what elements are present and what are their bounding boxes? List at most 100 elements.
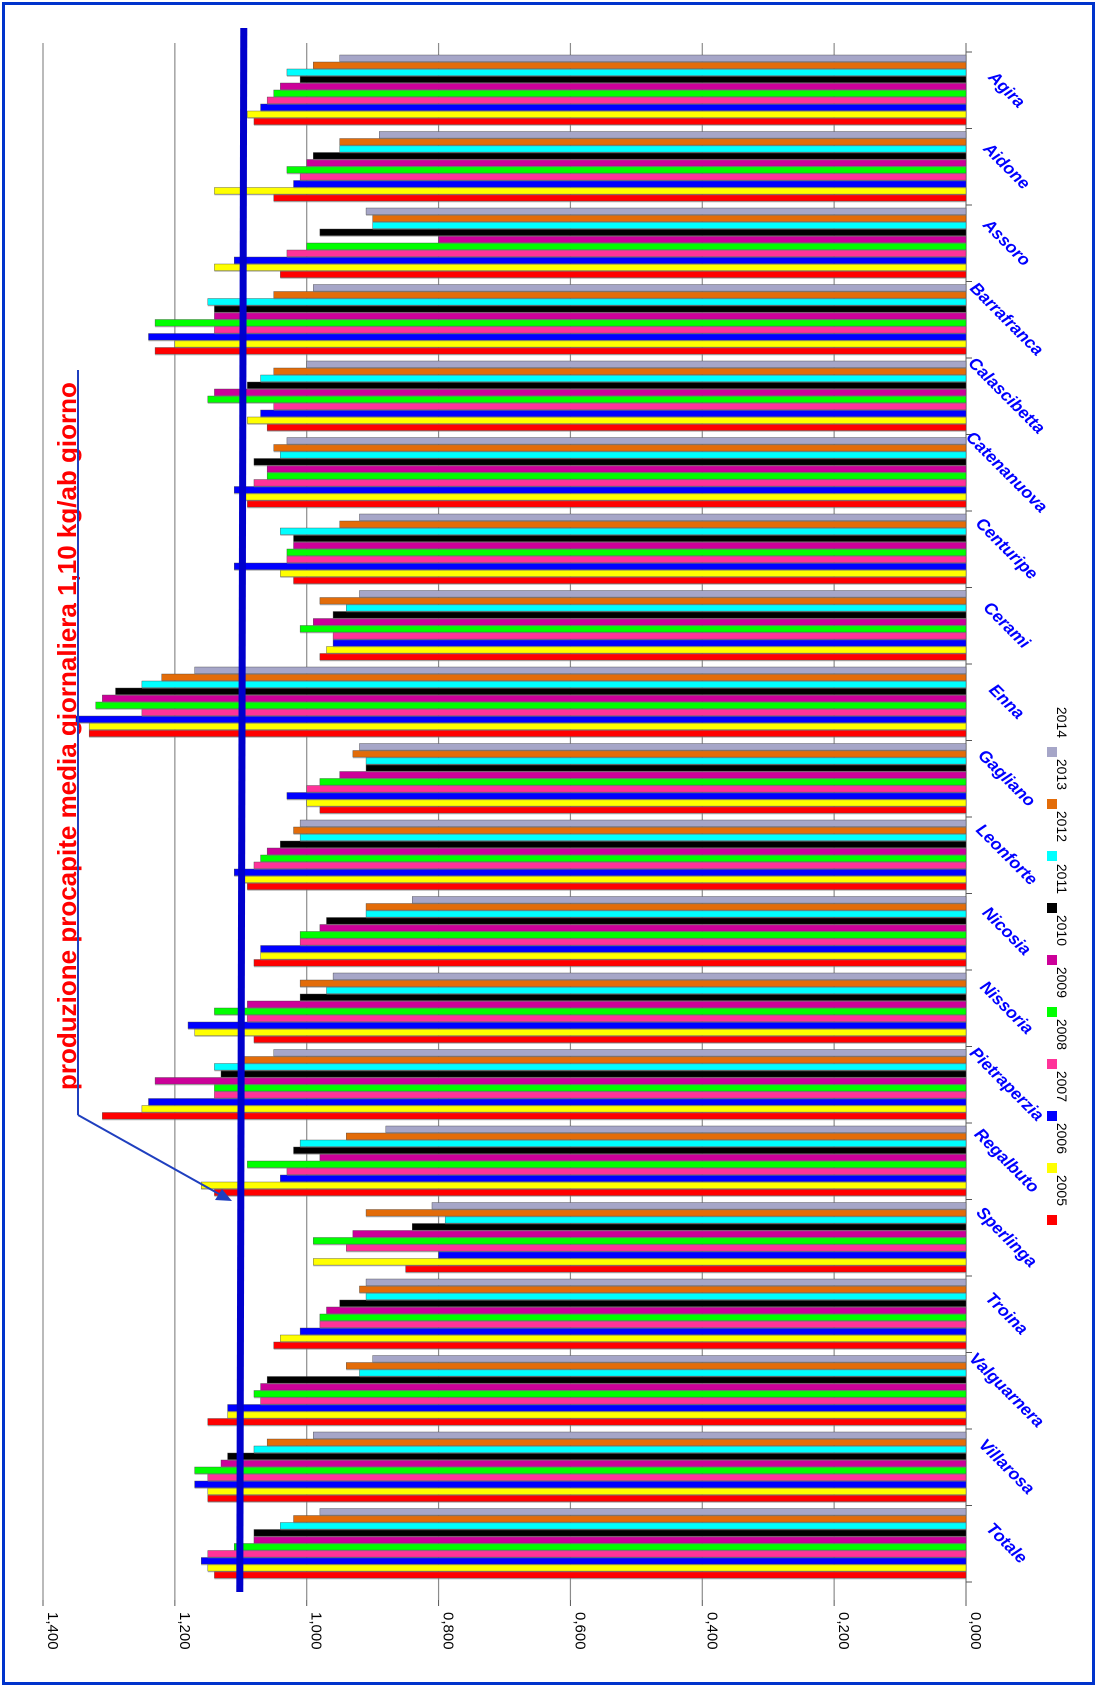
bar bbox=[319, 924, 967, 933]
bar bbox=[214, 1571, 967, 1580]
legend-item: 2008 bbox=[1047, 1019, 1070, 1069]
value-tick-label: 0,600 bbox=[571, 1612, 588, 1650]
bar bbox=[227, 1411, 967, 1420]
bar bbox=[280, 451, 967, 460]
bar bbox=[214, 1084, 967, 1093]
bar bbox=[141, 708, 967, 717]
category-label: Valguarnera bbox=[965, 1349, 1047, 1431]
category-label: Sperlinga bbox=[973, 1203, 1041, 1271]
annotation-arrow-head bbox=[215, 1189, 232, 1201]
bar bbox=[365, 910, 967, 919]
category-label: Totale bbox=[983, 1519, 1031, 1567]
legend-label: 2014 bbox=[1054, 707, 1070, 738]
bar bbox=[260, 103, 967, 112]
bar bbox=[444, 1216, 967, 1225]
bar bbox=[280, 82, 967, 91]
bar bbox=[372, 1355, 967, 1364]
bar bbox=[299, 819, 967, 828]
legend-label: 2005 bbox=[1054, 1175, 1070, 1206]
bar bbox=[339, 54, 967, 63]
bar bbox=[266, 96, 967, 105]
bar bbox=[247, 416, 967, 425]
bar bbox=[372, 221, 967, 230]
bar bbox=[313, 1258, 967, 1267]
bar bbox=[266, 465, 967, 474]
bar bbox=[247, 882, 967, 891]
bar bbox=[359, 590, 967, 599]
reference-line bbox=[236, 27, 248, 1593]
bar bbox=[286, 792, 967, 801]
bar bbox=[194, 1028, 967, 1037]
bar bbox=[227, 1404, 967, 1413]
bar bbox=[154, 347, 967, 356]
bar bbox=[214, 388, 967, 397]
bar bbox=[233, 486, 967, 495]
bar bbox=[286, 166, 967, 175]
value-tick-label: 0,800 bbox=[440, 1612, 457, 1650]
legend-swatch bbox=[1047, 903, 1057, 913]
legend-item: 2012 bbox=[1047, 811, 1070, 861]
category-label: Assoro bbox=[979, 214, 1035, 270]
bar bbox=[286, 68, 967, 77]
bar bbox=[253, 959, 967, 968]
legend-item: 2014 bbox=[1047, 707, 1070, 757]
bar bbox=[293, 1146, 967, 1155]
bar bbox=[359, 1369, 967, 1378]
bar bbox=[102, 1112, 967, 1121]
bar bbox=[266, 423, 967, 432]
category-label: Gagliano bbox=[974, 746, 1039, 811]
bar bbox=[306, 360, 967, 369]
bar bbox=[412, 1223, 967, 1232]
bar bbox=[365, 1209, 967, 1218]
value-tick-label: 1,400 bbox=[44, 1612, 61, 1650]
bar bbox=[253, 1390, 967, 1399]
bar bbox=[313, 618, 967, 627]
category-labels: Agira Aidone Assoro BarrafrancaCalascibetta… bbox=[962, 67, 1051, 1567]
bar bbox=[280, 527, 967, 536]
bar bbox=[346, 604, 967, 613]
bar bbox=[273, 89, 967, 98]
bar bbox=[220, 1070, 967, 1079]
category-label: Catenanuova bbox=[962, 428, 1051, 517]
bar bbox=[319, 597, 967, 606]
bar bbox=[280, 1334, 967, 1343]
bar bbox=[233, 256, 967, 265]
bar bbox=[240, 875, 967, 884]
bar bbox=[332, 639, 967, 648]
bar bbox=[214, 312, 967, 321]
bar bbox=[88, 722, 967, 731]
bar bbox=[438, 235, 967, 244]
bar bbox=[273, 1049, 967, 1058]
category-label: Pietraperzia bbox=[966, 1043, 1048, 1125]
bar bbox=[313, 1237, 967, 1246]
bar bbox=[148, 1098, 967, 1107]
legend-label: 2006 bbox=[1054, 1123, 1070, 1154]
bar bbox=[299, 931, 967, 940]
bar bbox=[247, 500, 967, 509]
bar bbox=[326, 1306, 967, 1315]
legend-item: 2005 bbox=[1047, 1175, 1070, 1225]
bar bbox=[365, 757, 967, 766]
bar bbox=[319, 1508, 967, 1517]
bar bbox=[260, 409, 967, 418]
legend: 2005 2006 2007 2008 2009 2010 2011 2012 2013 2014 bbox=[1047, 707, 1070, 1225]
legend-swatch bbox=[1047, 851, 1057, 861]
category-label: Cerami bbox=[980, 598, 1035, 653]
category-label: Regalbuto bbox=[971, 1124, 1043, 1196]
bar bbox=[194, 1480, 967, 1489]
bar bbox=[299, 75, 967, 84]
bar bbox=[253, 479, 967, 488]
bar bbox=[319, 806, 967, 815]
bar bbox=[247, 110, 967, 119]
bar bbox=[299, 979, 967, 988]
bar bbox=[253, 861, 967, 870]
bar bbox=[280, 569, 967, 578]
bar bbox=[233, 1543, 967, 1552]
bar bbox=[75, 715, 967, 724]
bar bbox=[293, 826, 967, 835]
bar bbox=[253, 1445, 967, 1454]
bar bbox=[379, 131, 967, 140]
bar bbox=[273, 1341, 967, 1350]
